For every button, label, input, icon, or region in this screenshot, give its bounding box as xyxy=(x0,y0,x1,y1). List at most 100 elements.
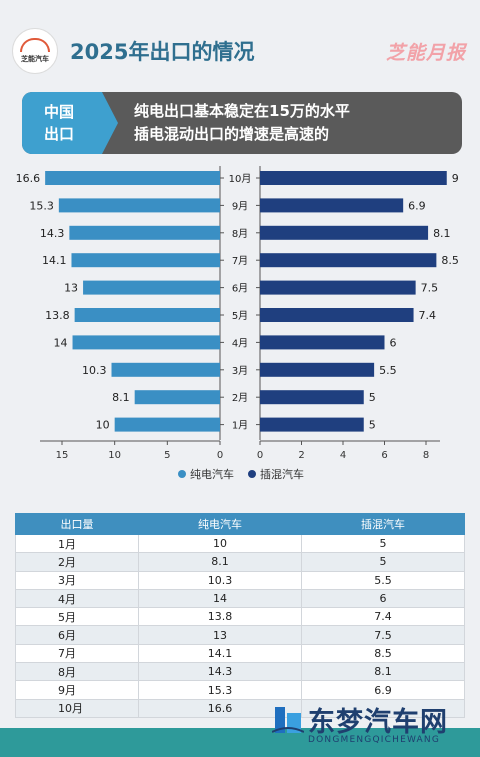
phev-bar xyxy=(260,198,404,213)
phev-value-label: 6.9 xyxy=(408,199,426,212)
month-label: 9月 xyxy=(232,200,248,212)
left-x-tick-label: 5 xyxy=(164,450,170,461)
table-cell: 15.3 xyxy=(138,680,302,700)
table-cell: 6.9 xyxy=(301,680,465,700)
bev-value-label: 13.8 xyxy=(45,309,70,322)
bev-bar xyxy=(58,198,221,213)
table-cell: 5月 xyxy=(15,607,139,627)
table-cell: 5 xyxy=(301,552,465,572)
right-x-tick-label: 4 xyxy=(340,450,346,461)
phev-value-label: 7.4 xyxy=(419,309,437,322)
phev-value-label: 7.5 xyxy=(421,282,439,295)
brand-logo: 芝能汽车 xyxy=(12,28,58,74)
table-cell: 14 xyxy=(138,588,302,609)
table-row: 2月 8.1 5 xyxy=(15,552,465,572)
export-chart: 16.6 9 10月 15.3 6.9 9月 14.3 8.1 8月 14.1 8.5 7月 13 7.5… xyxy=(16,166,459,481)
phev-bar xyxy=(260,417,364,432)
phev-value-label: 9 xyxy=(452,172,459,185)
bev-bar xyxy=(69,225,220,240)
table-row: 3月 10.3 5.5 xyxy=(15,570,465,590)
phev-bar xyxy=(260,225,429,240)
table-cell: 2月 xyxy=(15,552,139,572)
table-cell: 8月 xyxy=(15,662,139,682)
month-label: 2月 xyxy=(232,392,248,404)
table-row: 8月 14.3 8.1 xyxy=(15,662,465,682)
phev-value-label: 8.5 xyxy=(441,254,459,267)
brand-name: 芝能月报 xyxy=(385,42,466,64)
right-x-tick-label: 2 xyxy=(298,450,304,461)
watermark: 东梦汽车网 DONGMENGQICHEWANG xyxy=(272,700,472,748)
table-body: 1月 10 5 2月 8.1 5 3月 10.3 5.5 4月 14 6 5月 13.8 7.4 6月 13 7.… xyxy=(15,533,465,718)
bev-bar xyxy=(71,253,220,268)
bev-bar xyxy=(111,362,220,377)
month-label: 5月 xyxy=(232,310,248,322)
banner-notch xyxy=(102,92,118,154)
right-x-tick-label: 6 xyxy=(381,450,387,461)
banner-tag: 中国 出口 xyxy=(22,92,102,154)
table-cell: 14.3 xyxy=(138,662,302,682)
page-title: 2025年出口的情况 xyxy=(70,40,255,64)
table-row: 7月 14.1 8.5 xyxy=(15,643,465,664)
bev-value-label: 15.3 xyxy=(29,199,54,212)
banner-tag-line2: 出口 xyxy=(44,125,75,143)
banner-tag-line1: 中国 xyxy=(44,103,75,121)
bev-bar xyxy=(83,280,220,295)
banner-line2: 插电混动出口的增速是高速的 xyxy=(134,125,330,143)
table-cell: 6 xyxy=(301,588,465,609)
phev-bar xyxy=(260,308,414,322)
bev-bar xyxy=(74,308,220,322)
logo-text: 芝能汽车 xyxy=(21,55,49,63)
table-row: 9月 15.3 6.9 xyxy=(15,680,465,700)
table-cell: 16.6 xyxy=(138,698,302,718)
month-label: 7月 xyxy=(232,255,248,267)
left-x-tick-label: 15 xyxy=(56,450,69,461)
table-row: 1月 10 5 xyxy=(15,533,465,554)
watermark-en: DONGMENGQICHEWANG xyxy=(308,735,441,745)
legend-phev-label: 插混汽车 xyxy=(260,467,304,481)
bev-value-label: 13 xyxy=(64,282,78,295)
table-header-cell: 纯电汽车 xyxy=(138,513,302,535)
phev-bar xyxy=(260,171,447,185)
table-cell: 10月 xyxy=(15,698,139,718)
right-x-tick-label: 8 xyxy=(423,450,429,461)
phev-bar xyxy=(260,253,437,268)
left-x-tick-label: 10 xyxy=(108,450,121,461)
banner-text: 纯电出口基本稳定在15万的水平 插电混动出口的增速是高速的 xyxy=(134,100,350,146)
table-header-cell: 插混汽车 xyxy=(301,513,465,535)
bev-value-label: 16.6 xyxy=(16,172,41,185)
table-cell: 8.1 xyxy=(138,552,302,572)
table-row: 4月 14 6 xyxy=(15,588,465,609)
watermark-icon xyxy=(272,707,304,733)
table-cell: 3月 xyxy=(15,570,139,590)
month-label: 8月 xyxy=(232,228,248,240)
bev-value-label: 14 xyxy=(54,336,68,349)
table-cell: 13 xyxy=(138,625,302,645)
phev-value-label: 5 xyxy=(369,391,376,404)
phev-value-label: 6 xyxy=(390,336,397,349)
table-row: 5月 13.8 7.4 xyxy=(15,607,465,627)
legend-bev-label: 纯电汽车 xyxy=(190,467,234,481)
table-cell: 13.8 xyxy=(138,607,302,627)
table-cell: 7月 xyxy=(15,643,139,664)
table-cell: 14.1 xyxy=(138,643,302,664)
bev-value-label: 10 xyxy=(96,419,110,432)
summary-banner: 中国 出口 纯电出口基本稳定在15万的水平 插电混动出口的增速是高速的 xyxy=(22,92,462,154)
bev-value-label: 10.3 xyxy=(82,364,107,377)
table-row: 10月 16.6 xyxy=(15,698,465,718)
bev-bar xyxy=(45,171,220,185)
watermark-cn: 东梦汽车网 xyxy=(308,707,448,738)
header: 芝能汽车 2025年出口的情况 芝能月报 xyxy=(0,26,480,76)
right-x-tick-label: 0 xyxy=(257,450,263,461)
table-header-row: 出口量 纯电汽车 插混汽车 xyxy=(15,513,465,535)
car-icon xyxy=(20,38,50,52)
bev-bar xyxy=(134,390,220,405)
phev-value-label: 8.1 xyxy=(433,227,451,240)
month-label: 10月 xyxy=(229,173,252,185)
month-label: 6月 xyxy=(232,283,248,295)
table-cell: 8.1 xyxy=(301,662,465,682)
table-cell: 6月 xyxy=(15,625,139,645)
table-row: 6月 13 7.5 xyxy=(15,625,465,645)
phev-bar xyxy=(260,390,364,405)
bev-bar xyxy=(114,417,220,432)
phev-bar xyxy=(260,362,375,377)
